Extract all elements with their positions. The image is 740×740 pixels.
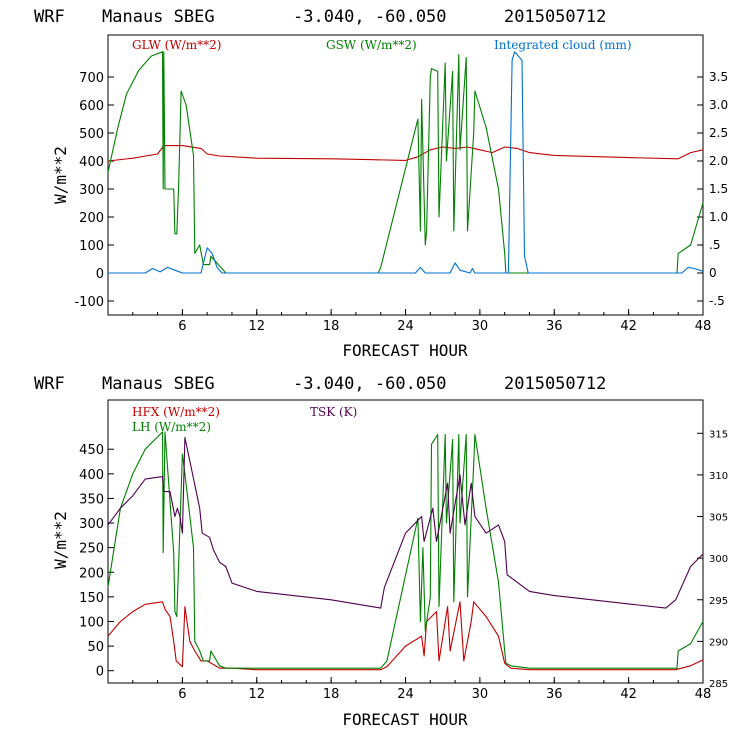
chart-1-y2tick-label: 0: [709, 266, 717, 280]
chart-2: WRF Manaus SBEG -3.040, -60.050 20150507…: [34, 374, 728, 729]
chart-1-y2tick-label: 1.0: [709, 210, 728, 224]
chart-2-y2tick-label: 285: [709, 679, 728, 690]
chart-2-title-run: 2015050712: [504, 374, 606, 394]
chart-2-ytick-label: 350: [79, 492, 104, 507]
chart-1-xtick-label: 36: [546, 319, 563, 334]
chart-2-y2tick-label: 305: [709, 513, 728, 524]
chart-2-ytick-label: 0: [96, 665, 104, 680]
chart-1-series-gsw: [107, 51, 704, 274]
chart-2-xtick-label: 36: [546, 687, 563, 702]
chart-2-y2tick-label: 300: [709, 554, 728, 565]
chart-2-y2-axis: 285 290 295 300 305 310 315: [697, 429, 728, 690]
chart-2-ytick-label: 300: [79, 517, 104, 532]
chart-2-title-station: Manaus SBEG: [102, 374, 215, 394]
chart-2-ytick-label: 150: [79, 591, 104, 606]
chart-1-title-station: Manaus SBEG: [102, 7, 215, 27]
chart-1-x-axis: 6 12 18 24 30 36 42 48: [107, 309, 712, 334]
chart-2-ytick-label: 450: [79, 443, 104, 458]
chart-1-y2tick-label: 3.0: [709, 98, 728, 112]
chart-1-ytick-label: 400: [79, 155, 104, 170]
chart-2-xlabel: FORECAST HOUR: [342, 710, 468, 729]
chart-1-xtick-label: 24: [397, 319, 414, 334]
chart-2-y2tick-label: 315: [709, 429, 728, 440]
chart-2-ytick-label: 100: [79, 615, 104, 630]
chart-1-y2tick-label: -.5: [709, 294, 725, 308]
chart-1-ytick-label: 300: [79, 183, 104, 198]
chart-1: WRF Manaus SBEG -3.040, -60.050 20150507…: [34, 7, 728, 360]
chart-2-title-coords: -3.040, -60.050: [293, 374, 447, 394]
chart-1-legend-cloud: Integrated cloud (mm): [494, 38, 632, 52]
chart-1-ytick-label: 700: [79, 71, 104, 86]
chart-1-ylabel: W/m**2: [51, 146, 70, 204]
chart-1-y2-axis: -.5 0 .5 1.0 1.5 2.0 2.5 3.0 3.5: [697, 70, 728, 308]
chart-2-y2tick-label: 295: [709, 596, 728, 607]
chart-2-x-axis: 6 12 18 24 30 36 42 48: [107, 677, 712, 702]
chart-2-xtick-label: 18: [323, 687, 340, 702]
chart-2-series-lh: [107, 431, 704, 669]
chart-2-ylabel: W/m**2: [51, 511, 70, 569]
chart-2-series-tsk: [107, 436, 704, 609]
chart-2-series-hfx: [107, 601, 704, 671]
chart-1-title-model: WRF: [34, 7, 65, 27]
chart-2-legend-lh: LH (W/m**2): [132, 420, 211, 434]
chart-2-xtick-label: 42: [620, 687, 637, 702]
chart-1-xtick-label: 6: [178, 319, 186, 334]
chart-2-legend-tsk: TSK (K): [310, 405, 357, 419]
chart-1-title-coords: -3.040, -60.050: [293, 7, 447, 27]
chart-2-xtick-label: 12: [248, 687, 265, 702]
chart-1-ytick-label: 0: [96, 267, 104, 282]
chart-2-y2tick-label: 310: [709, 471, 728, 482]
chart-1-ytick-label: 600: [79, 99, 104, 114]
chart-1-xtick-label: 18: [323, 319, 340, 334]
chart-1-xlabel: FORECAST HOUR: [342, 341, 468, 360]
chart-1-y-axis: -100 0 100 200 300 400 500 600 700: [74, 71, 114, 310]
chart-2-xtick-label: 48: [695, 687, 712, 702]
chart-1-legend-glw: GLW (W/m**2): [132, 38, 221, 52]
chart-1-ytick-label: -100: [74, 295, 104, 310]
chart-2-xtick-label: 30: [472, 687, 489, 702]
chart-2-series: [107, 431, 704, 671]
chart-1-series-integrated: [108, 51, 704, 274]
chart-1-xtick-label: 30: [472, 319, 489, 334]
chart-1-ytick-label: 100: [79, 239, 104, 254]
chart-2-xtick-label: 24: [397, 687, 414, 702]
chart-1-legend-gsw: GSW (W/m**2): [326, 38, 417, 52]
chart-1-y2tick-label: 2.0: [709, 154, 728, 168]
chart-2-ytick-label: 400: [79, 468, 104, 483]
chart-1-series-glw: [107, 145, 704, 162]
chart-2-xtick-label: 6: [178, 687, 186, 702]
chart-1-y2tick-label: 2.5: [709, 126, 728, 140]
chart-1-xtick-label: 12: [248, 319, 265, 334]
chart-2-y-axis: 0 50 100 150 200 250 300 350 400 450: [79, 443, 114, 680]
chart-2-title-model: WRF: [34, 374, 65, 394]
chart-1-xtick-label: 48: [695, 319, 712, 334]
chart-1-title-run: 2015050712: [504, 7, 606, 27]
chart-2-ytick-label: 50: [87, 640, 104, 655]
chart-1-ytick-label: 500: [79, 127, 104, 142]
chart-1-y2tick-label: .5: [709, 238, 720, 252]
chart-1-series: [107, 51, 704, 274]
chart-1-y2tick-label: 1.5: [709, 182, 728, 196]
chart-2-ytick-label: 250: [79, 542, 104, 557]
chart-2-plot-frame: [107, 399, 704, 684]
chart-1-y2tick-label: 3.5: [709, 70, 728, 84]
chart-2-y2tick-label: 290: [709, 637, 728, 648]
chart-2-legend-hfx: HFX (W/m**2): [132, 405, 220, 419]
chart-1-xtick-label: 42: [620, 319, 637, 334]
chart-2-ytick-label: 200: [79, 566, 104, 581]
chart-1-ytick-label: 200: [79, 211, 104, 226]
